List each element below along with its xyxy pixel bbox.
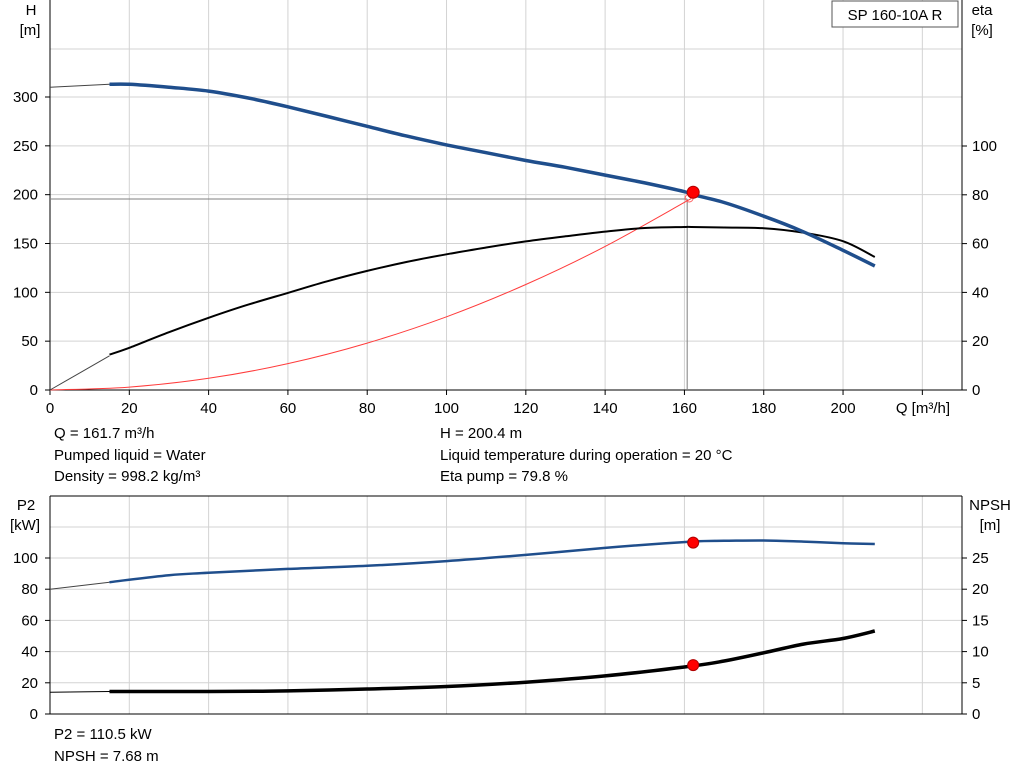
eta-pump-readout: Eta pump = 79.8 % (440, 468, 568, 485)
npsh-tick-label: 15 (972, 612, 989, 629)
x-axis-label: Q [m³/h] (896, 400, 950, 417)
p2-curve (109, 539, 875, 584)
y-tick-label: 100 (13, 284, 38, 301)
eta-curve-extension (49, 355, 110, 391)
npsh-tick-label: 5 (972, 675, 980, 692)
x-tick-label: 80 (359, 400, 376, 417)
model-title: SP 160-10A R (848, 7, 943, 24)
p2-tick-label: 60 (21, 612, 38, 629)
y-tick-label: 200 (13, 187, 38, 204)
x-tick-label: 140 (593, 400, 618, 417)
eta-curve (109, 225, 876, 356)
flow-readout: Q = 161.7 m³/h (54, 425, 155, 442)
x-tick-label: 60 (280, 400, 297, 417)
liquid-temperature-readout: Liquid temperature during operation = 20… (440, 446, 733, 464)
y-axis-unit: [m] (20, 22, 41, 39)
p2-tick-label: 80 (21, 581, 38, 598)
duty-point-p2-marker (687, 536, 700, 549)
npsh-curve (109, 629, 876, 694)
x-tick-label: 20 (121, 400, 138, 417)
density-readout: Density = 998.2 kg/m³ (54, 468, 201, 485)
info-top-left: Q = 161.7 m³/h Pumped liquid = Water Den… (54, 423, 206, 488)
y2-tick-label: 0 (972, 382, 980, 399)
info-top-right: H = 200.4 m Liquid temperature during op… (440, 423, 732, 488)
x-tick-label: 120 (513, 400, 538, 417)
npsh-curve-extension (49, 691, 110, 693)
y2-axis-unit: [%] (971, 22, 993, 39)
npsh-axis-unit: [m] (980, 517, 1001, 534)
npsh-tick-label: 20 (972, 581, 989, 598)
y-tick-label: 250 (13, 138, 38, 155)
npsh-tick-label: 10 (972, 644, 989, 661)
model-title-box (831, 0, 959, 28)
x-tick-label: 0 (46, 400, 54, 417)
p2-tick-label: 0 (30, 706, 38, 723)
x-tick-label: 100 (434, 400, 459, 417)
npsh-tick-label: 25 (972, 550, 989, 567)
p2-tick-label: 40 (21, 644, 38, 661)
y2-tick-label: 100 (972, 138, 997, 155)
y2-tick-label: 60 (972, 236, 989, 253)
y2-tick-label: 80 (972, 187, 989, 204)
y-tick-label: 50 (21, 333, 38, 350)
system-curve (49, 198, 692, 391)
y2-tick-label: 20 (972, 333, 989, 350)
pumped-liquid-readout: Pumped liquid = Water (54, 446, 206, 464)
duty-point-npsh-marker (687, 659, 700, 672)
p2-axis-label: P2 (17, 497, 35, 514)
head-curve-extension (49, 83, 110, 88)
info-bottom: P2 = 110.5 kW NPSH = 7.68 m (54, 724, 159, 767)
p2-curve-extension (49, 581, 110, 590)
p2-tick-label: 100 (13, 550, 38, 567)
head-readout: H = 200.4 m (440, 425, 523, 442)
y-axis-label: H (26, 2, 37, 19)
p2-tick-label: 20 (21, 675, 38, 692)
p2-readout: P2 = 110.5 kW (54, 726, 152, 743)
y2-axis-label: eta (972, 2, 994, 19)
y2-tick-label: 40 (972, 284, 989, 301)
npsh-readout: NPSH = 7.68 m (54, 747, 159, 765)
y-tick-label: 300 (13, 89, 38, 106)
npsh-axis-label: NPSH (969, 497, 1011, 514)
x-tick-label: 180 (751, 400, 776, 417)
duty-point-head-marker (686, 185, 700, 199)
head-curve (109, 82, 876, 268)
x-tick-label: 40 (200, 400, 217, 417)
x-tick-label: 200 (831, 400, 856, 417)
p2-axis-unit: [kW] (10, 517, 40, 534)
x-tick-label: 160 (672, 400, 697, 417)
npsh-tick-label: 0 (972, 706, 980, 723)
y-tick-label: 0 (30, 382, 38, 399)
y-tick-label: 150 (13, 236, 38, 253)
